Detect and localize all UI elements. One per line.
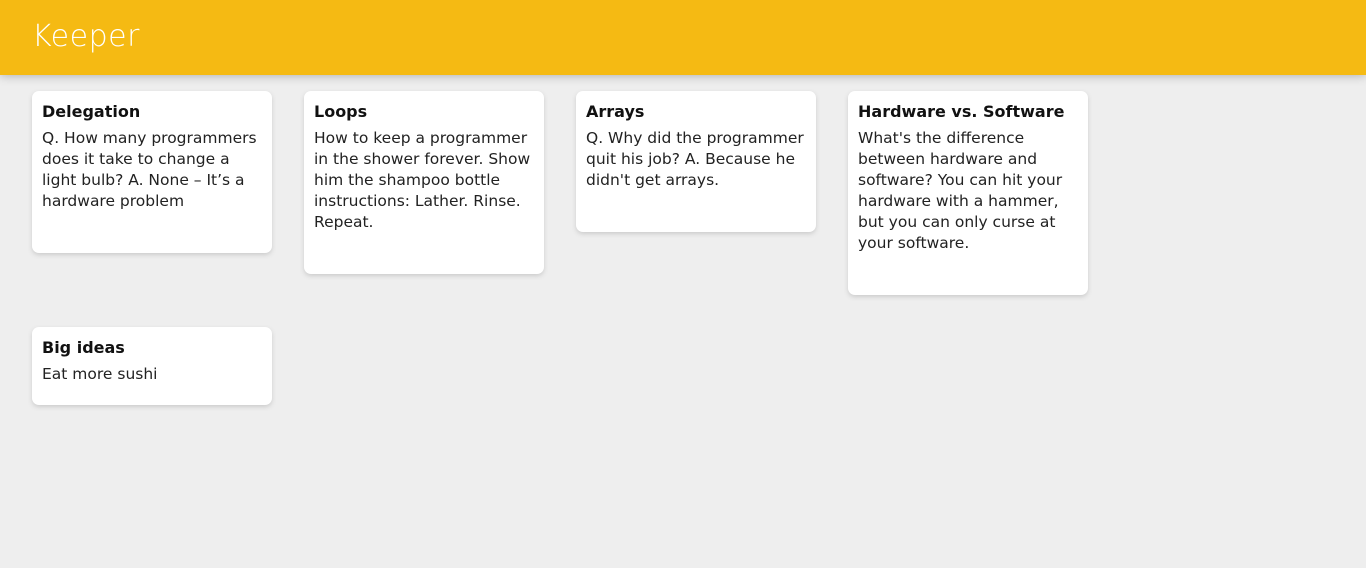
note-title: Loops — [314, 102, 368, 121]
note-title: Hardware vs. Software — [858, 102, 1065, 121]
note-card[interactable]: Hardware vs. Software What's the differe… — [848, 91, 1088, 295]
note-title: Delegation — [42, 102, 141, 121]
app-title: Keeper — [32, 19, 140, 54]
note-card[interactable]: Delegation Q. How many programmers does … — [32, 91, 272, 253]
app-header: Keeper — [0, 0, 1366, 75]
note-content: What's the difference between hardware a… — [858, 129, 1063, 252]
notes-area: Delegation Q. How many programmers does … — [0, 75, 1366, 568]
note-content: How to keep a programmer in the shower f… — [314, 129, 531, 231]
note-content: Q. How many programmers does it take to … — [42, 129, 257, 210]
note-title: Arrays — [586, 102, 645, 121]
note-card[interactable]: Loops How to keep a programmer in the sh… — [304, 91, 544, 274]
note-title: Big ideas — [42, 338, 125, 357]
note-content: Q. Why did the programmer quit his job? … — [586, 129, 804, 189]
note-content: Eat more sushi — [42, 365, 158, 383]
note-card[interactable]: Big ideas Eat more sushi — [32, 327, 272, 405]
note-card[interactable]: Arrays Q. Why did the programmer quit hi… — [576, 91, 816, 232]
